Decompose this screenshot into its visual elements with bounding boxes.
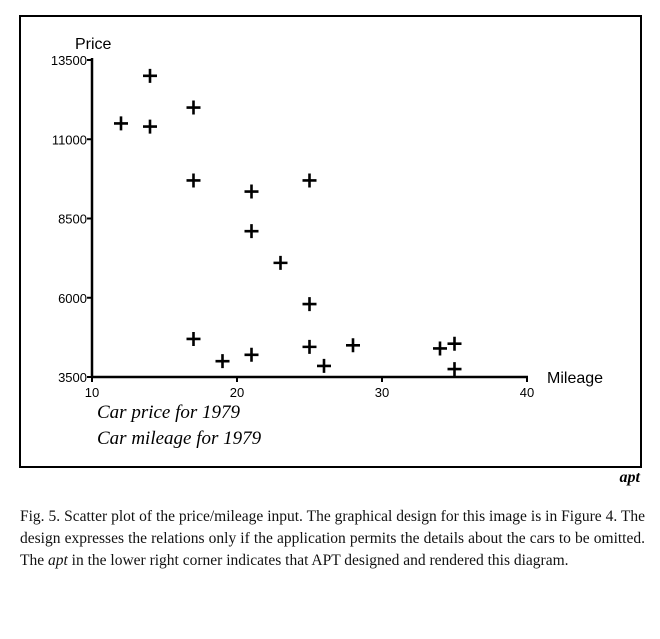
y-tick-label: 6000: [58, 291, 87, 306]
axes: [90, 58, 528, 379]
data-point: [186, 100, 201, 115]
caption-text-end: in the lower right corner indicates that…: [67, 552, 569, 569]
data-point: [244, 347, 259, 362]
legend-line-2: Car mileage for 1979: [97, 428, 262, 449]
caption-emphasis: apt: [47, 552, 68, 569]
figure-caption: Fig. 5. Scatter plot of the price/mileag…: [20, 506, 645, 572]
data-point: [433, 341, 447, 356]
data-point: [215, 354, 230, 369]
data-point: [273, 255, 288, 270]
data-point: [143, 119, 157, 134]
data-point: [346, 338, 360, 353]
y-axis-label: Price: [75, 36, 112, 53]
data-point: [244, 184, 259, 199]
caption-text: Scatter plot of the price/mileage input.…: [20, 508, 645, 569]
data-point: [143, 68, 157, 83]
x-tick-label: 30: [375, 385, 389, 400]
x-axis-label: Mileage: [547, 370, 603, 387]
figure-frame: [19, 15, 642, 468]
data-point: [302, 173, 317, 188]
caption-label: Fig. 5.: [20, 508, 61, 525]
data-point: [114, 116, 128, 131]
y-tick-label: 11000: [52, 132, 87, 147]
data-point: [317, 358, 331, 373]
y-tick-label: 8500: [58, 212, 87, 227]
y-tick-label: 3500: [58, 370, 87, 385]
x-tick-label: 40: [520, 385, 534, 400]
data-point: [302, 297, 317, 312]
data-point: [302, 339, 317, 354]
apt-signature: apt: [620, 469, 641, 486]
data-point: [447, 362, 462, 377]
legend-line-1: Car price for 1979: [97, 402, 241, 423]
x-tick-label: 20: [230, 385, 244, 400]
data-point: [186, 173, 201, 188]
data-point: [186, 331, 201, 346]
x-tick-label: 10: [85, 385, 99, 400]
data-point: [447, 336, 462, 351]
y-tick-label: 13500: [51, 53, 87, 68]
data-point: [244, 224, 259, 239]
